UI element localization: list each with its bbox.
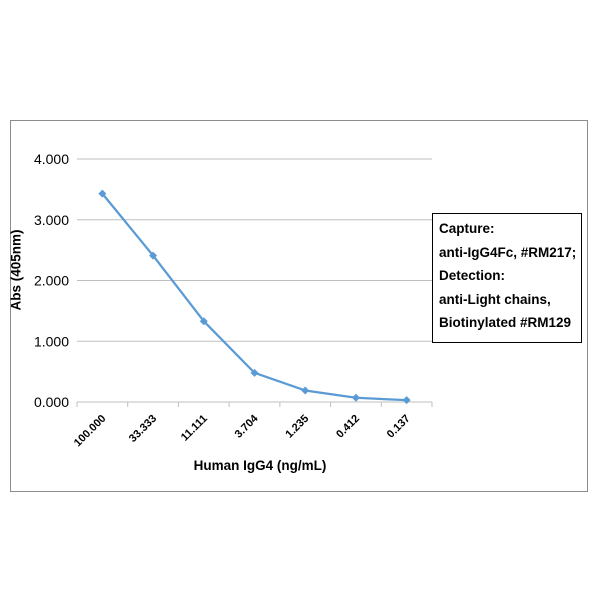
y-axis-title-wrap: Abs (405nm) bbox=[4, 200, 28, 340]
x-tick-label: 11.111 bbox=[179, 413, 210, 444]
data-point-marker bbox=[98, 189, 107, 198]
x-tick-labels: 100.000 33.333 11.111 3.704 1.235 0.412 0.137 bbox=[72, 412, 413, 449]
y-tick-label: 0.000 bbox=[34, 394, 69, 410]
chart-border bbox=[10, 120, 588, 492]
legend-line: anti-IgG4Fc, #RM217; bbox=[439, 244, 577, 260]
legend-line: anti-Light chains, bbox=[439, 291, 551, 307]
x-tick-label: 0.137 bbox=[385, 413, 413, 441]
data-point-marker bbox=[301, 386, 310, 395]
x-axis-title: Human IgG4 (ng/mL) bbox=[193, 458, 327, 473]
y-tick-labels: 0.000 1.000 2.000 3.000 4.000 bbox=[34, 151, 69, 410]
y-tick-label: 2.000 bbox=[34, 273, 69, 289]
legend-box: Capture: anti-IgG4Fc, #RM217; Detection:… bbox=[432, 213, 582, 343]
y-tick-label: 3.000 bbox=[34, 212, 69, 228]
y-tick-label: 4.000 bbox=[34, 151, 69, 167]
data-point-marker bbox=[250, 368, 259, 377]
x-tick-label: 3.704 bbox=[233, 412, 262, 441]
y-tick-label: 1.000 bbox=[34, 333, 69, 349]
legend-line: Biotinylated #RM129 bbox=[439, 315, 572, 330]
x-tick-label: 1.235 bbox=[283, 413, 311, 441]
x-tick-label: 0.412 bbox=[334, 413, 362, 441]
gridlines bbox=[77, 158, 432, 342]
data-series bbox=[98, 189, 411, 405]
data-point-marker bbox=[149, 251, 158, 260]
legend-line: Capture: bbox=[439, 221, 495, 236]
data-point-marker bbox=[199, 317, 208, 326]
y-axis-title: Abs (405nm) bbox=[8, 229, 24, 311]
legend-line: Detection: bbox=[439, 268, 506, 283]
x-tick-label: 100.000 bbox=[72, 413, 109, 450]
data-point-marker bbox=[351, 393, 360, 402]
axes bbox=[76, 401, 433, 407]
data-point-marker bbox=[402, 396, 411, 405]
x-tick-label: 33.333 bbox=[127, 413, 159, 445]
